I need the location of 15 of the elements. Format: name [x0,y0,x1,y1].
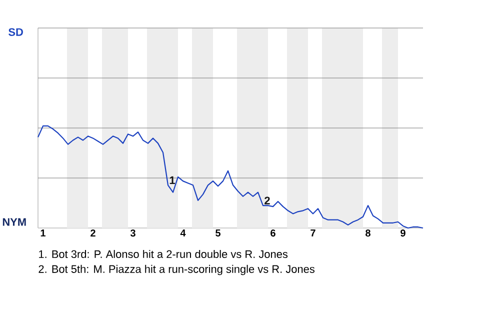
x-tick-label: 8 [366,230,370,237]
x-tick-label: 5 [216,230,220,236]
text: SD [8,28,23,36]
x-tick-label: 6 [270,230,276,237]
x-tick-label: 2 [90,230,96,236]
text: NYM [2,218,26,226]
x-tick-label: 1 [40,230,46,236]
x-tick-label: 7 [310,230,316,236]
text: 1. Bot 3rd: P. Alonso hit a 2-run double vs R. Jones [39,250,288,258]
x-tick-label: 9 [400,230,406,237]
annotation: 1 [170,176,175,184]
x-tick-label: 4 [180,230,186,236]
annotation: 2 [264,196,270,204]
text: 2. Bot 5th: M. Piazza hit a run-scoring single vs R. Jones [38,264,314,276]
x-tick-label: 3 [130,230,136,237]
